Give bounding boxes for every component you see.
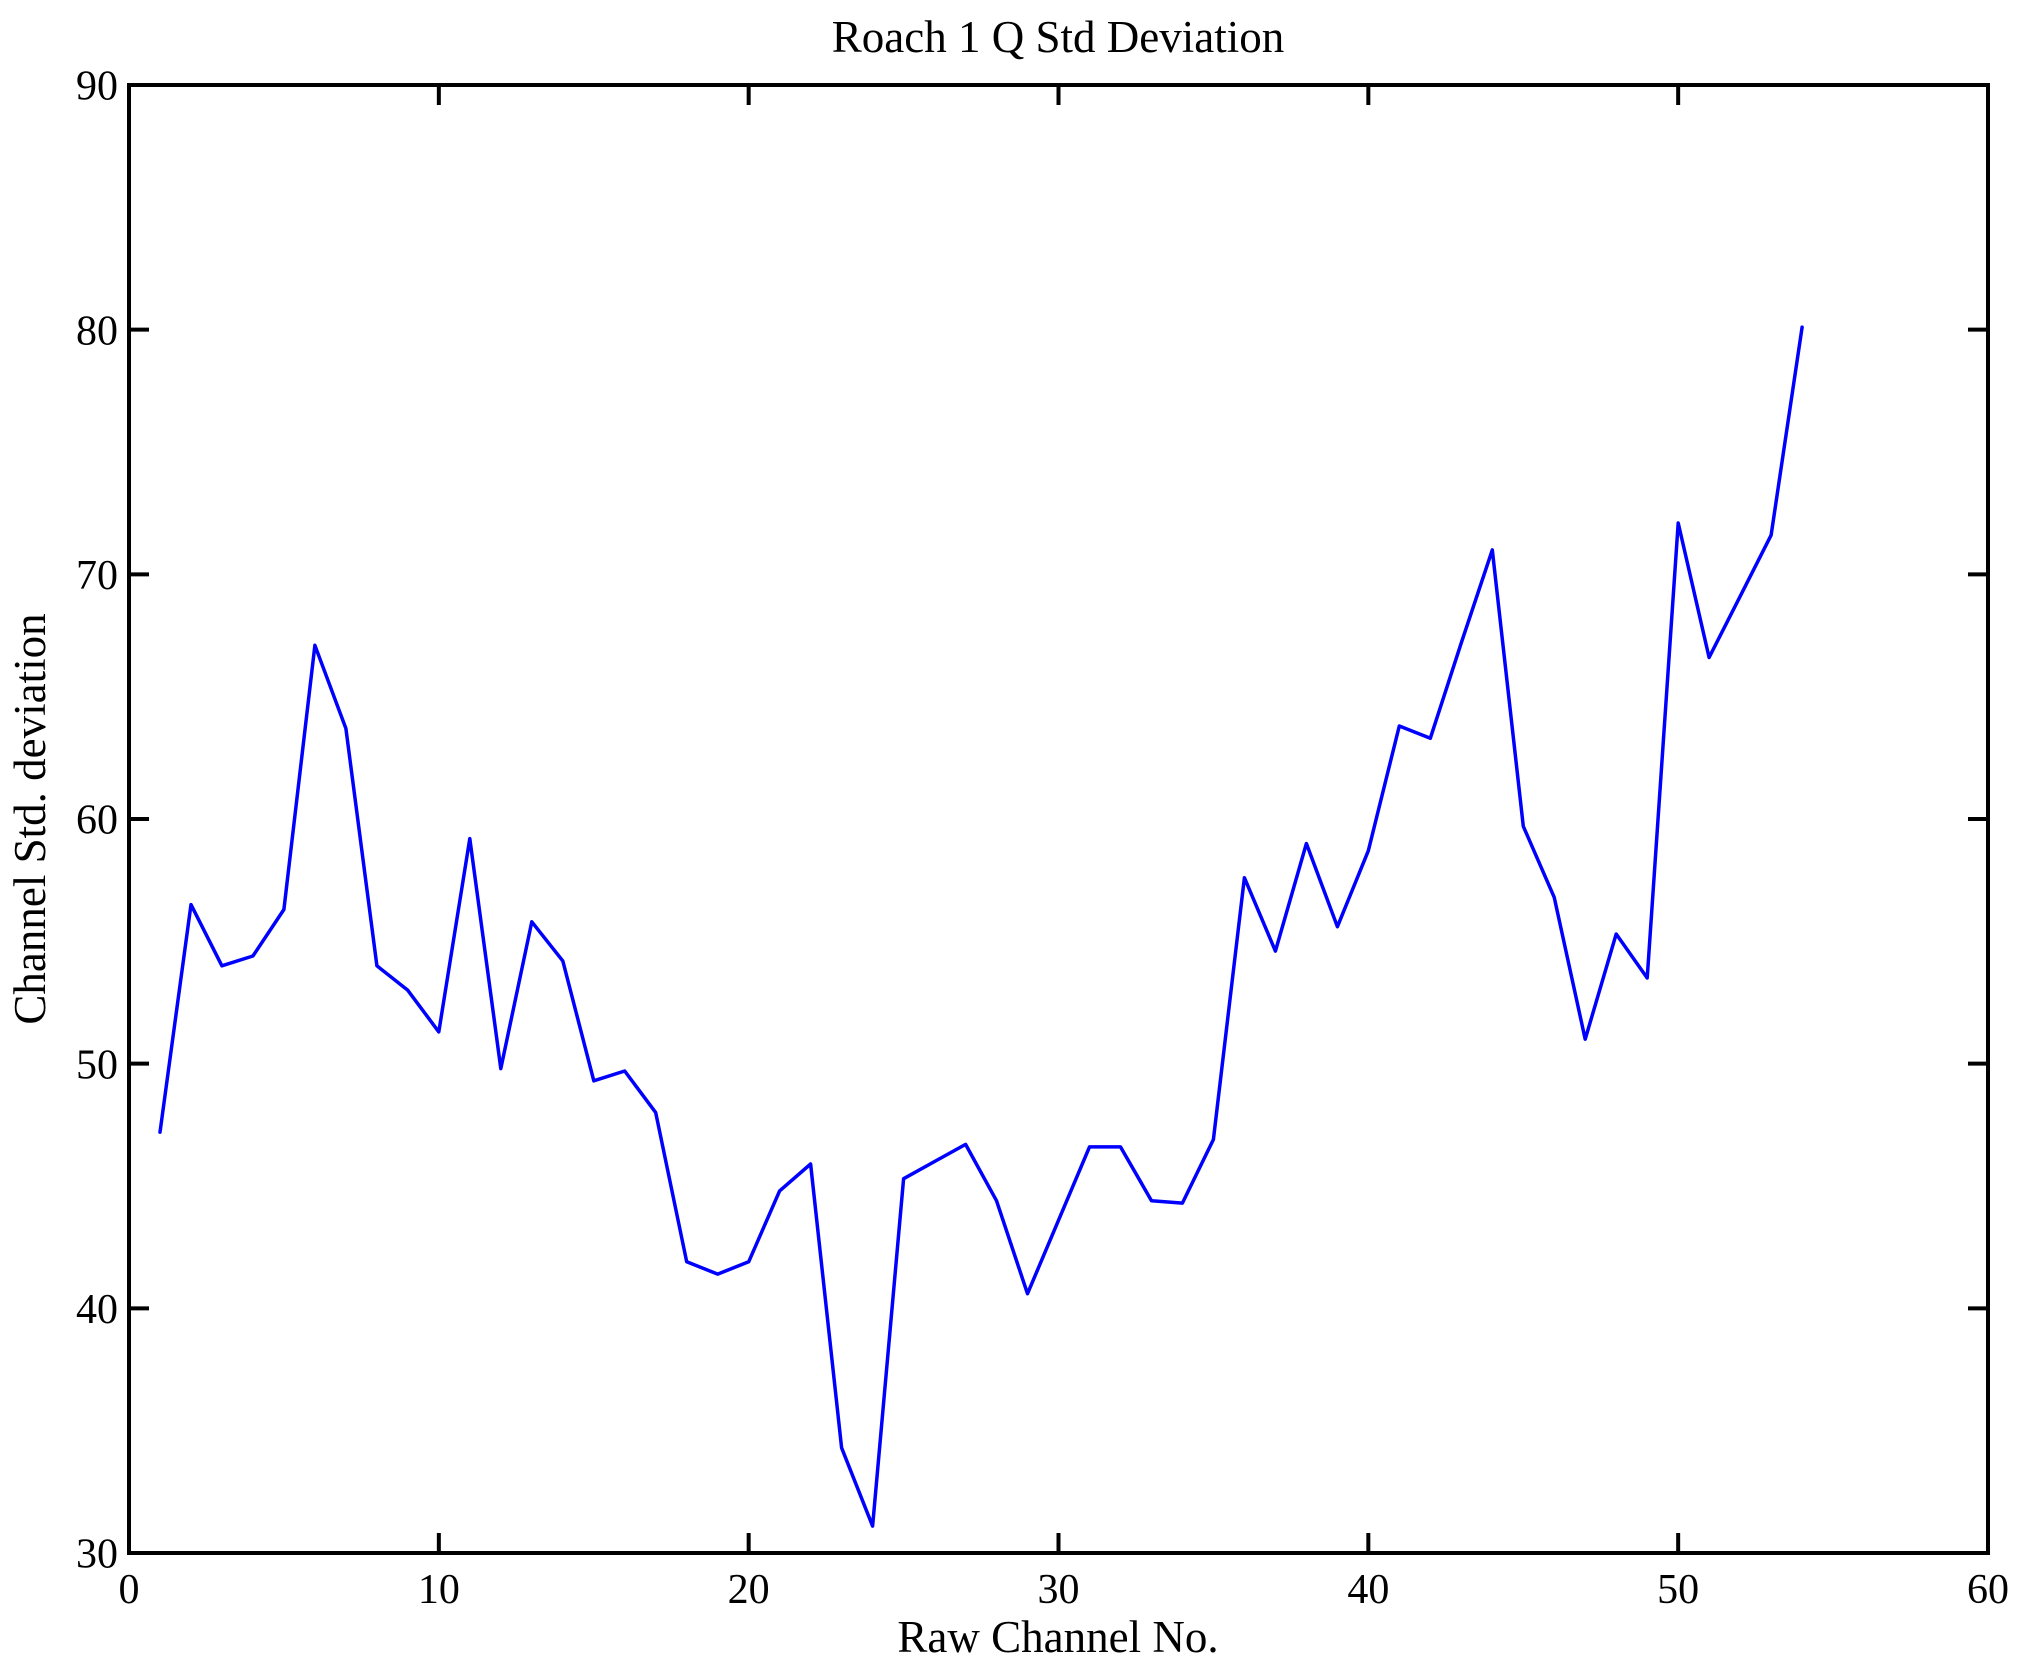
x-tick-label: 40	[1347, 1567, 1389, 1613]
axis-tick-labels: 0 10 20 30 40 50 60 30 40 50 60 70 80 90	[76, 64, 2009, 1613]
y-tick-label: 90	[76, 64, 118, 110]
y-axis-label: Channel Std. deviation	[5, 613, 55, 1024]
y-tick-label: 70	[76, 553, 118, 599]
x-tick-label: 20	[728, 1567, 770, 1613]
x-tick-label: 0	[119, 1567, 140, 1613]
x-tick-label: 60	[1967, 1567, 2009, 1613]
y-tick-label: 30	[76, 1532, 118, 1578]
x-tick-label: 10	[418, 1567, 460, 1613]
x-tick-label: 30	[1038, 1567, 1080, 1613]
y-tick-label: 80	[76, 308, 118, 354]
y-tick-label: 50	[76, 1042, 118, 1088]
chart-title: Roach 1 Q Std Deviation	[832, 12, 1284, 62]
y-tick-label: 60	[76, 798, 118, 844]
axis-ticks	[127, 83, 1990, 1555]
y-tick-label: 40	[76, 1287, 118, 1333]
x-tick-label: 50	[1657, 1567, 1699, 1613]
plot-box	[127, 83, 1990, 1555]
x-axis-label: Raw Channel No.	[897, 1612, 1218, 1662]
data-line	[158, 325, 1804, 1528]
